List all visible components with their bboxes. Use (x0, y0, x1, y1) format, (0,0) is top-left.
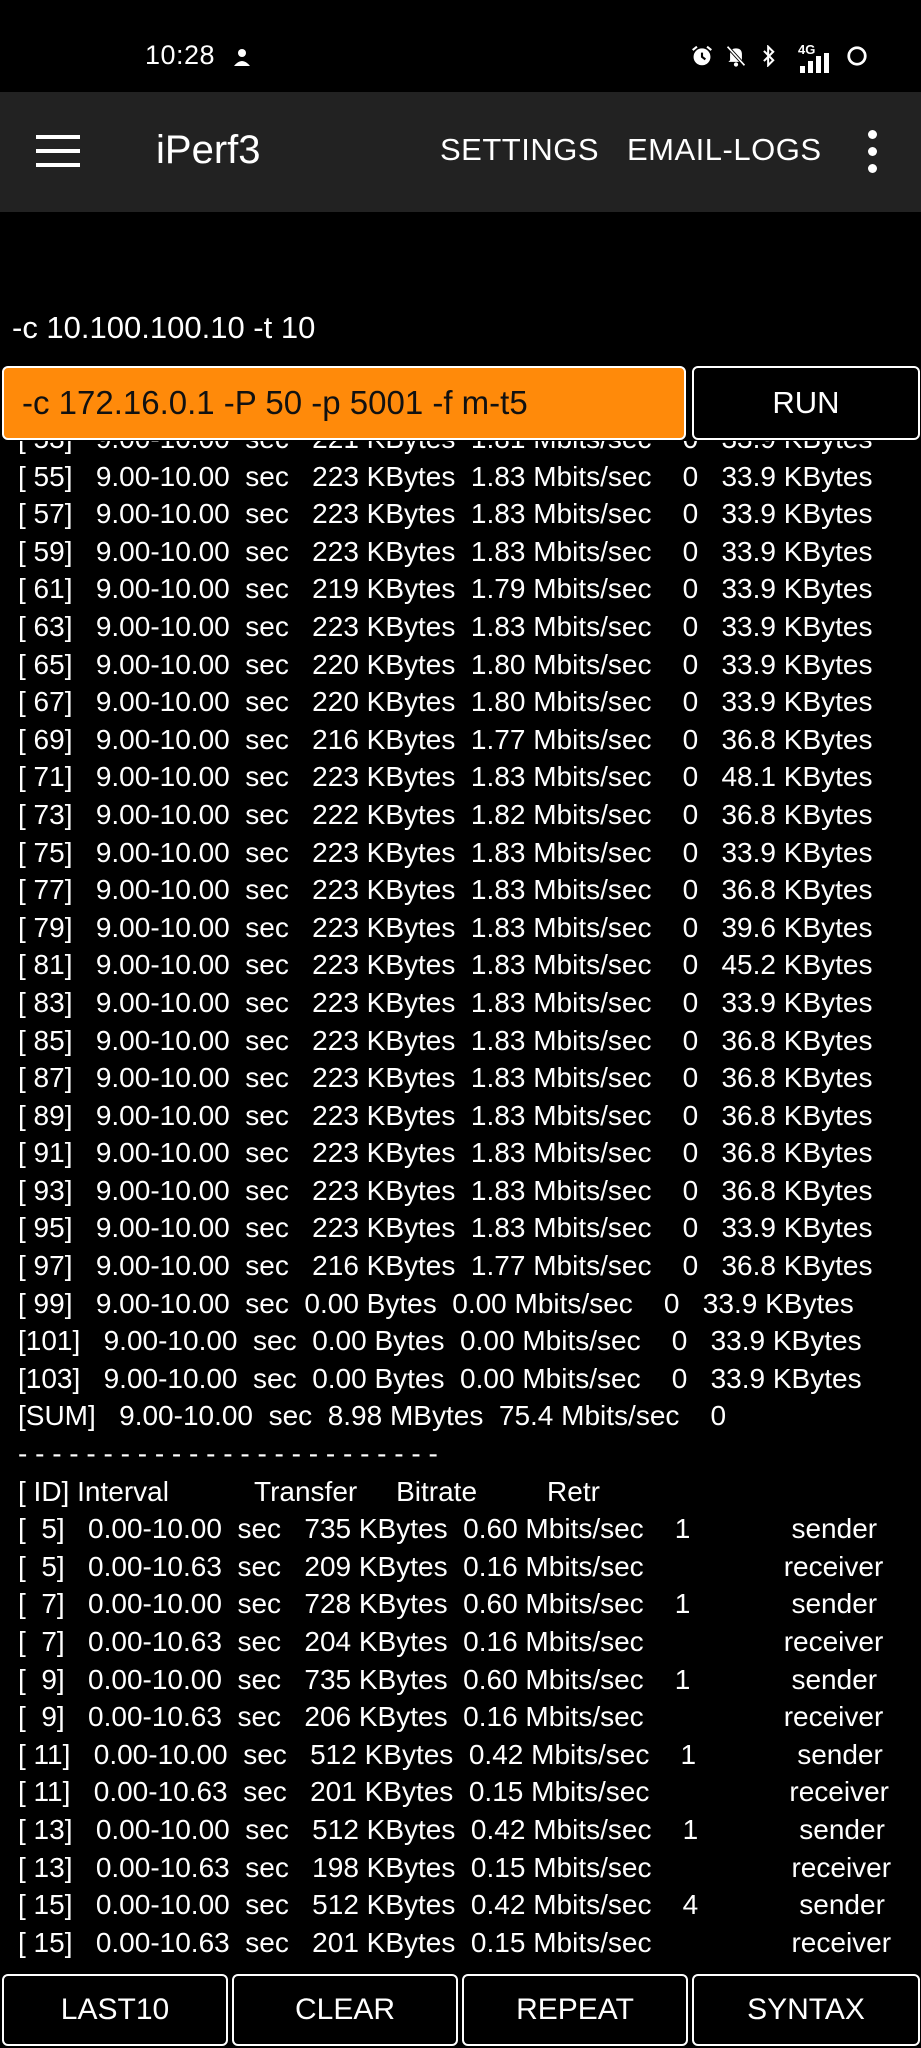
clear-button[interactable]: CLEAR (232, 1974, 458, 2046)
network-type-label: 4G (798, 42, 816, 57)
notification-app-icon (234, 49, 250, 66)
bottom-button-bar: LAST10 CLEAR REPEAT SYNTAX (0, 1970, 921, 2048)
app-bar: iPerf3 SETTINGS EMAIL-LOGS (0, 92, 921, 212)
syntax-button[interactable]: SYNTAX (692, 1974, 920, 2046)
last10-button[interactable]: LAST10 (2, 1974, 228, 2046)
menu-icon[interactable] (36, 135, 80, 167)
email-logs-button[interactable]: EMAIL-LOGS (627, 132, 822, 167)
log-output-area[interactable]: [ 53] 9.00-10.00 sec 221 KBytes 1.81 Mbi… (0, 441, 921, 1969)
settings-button[interactable]: SETTINGS (440, 132, 600, 167)
status-time: 10:28 (145, 40, 216, 70)
more-options-icon[interactable] (862, 130, 884, 174)
repeat-button[interactable]: REPEAT (462, 1974, 688, 2046)
command-input[interactable] (2, 366, 686, 440)
log-output: [ 53] 9.00-10.00 sec 221 KBytes 1.81 Mbi… (18, 441, 892, 1969)
previous-command: -c 10.100.100.10 -t 10 (12, 310, 316, 345)
status-bar: 10:28 4G (0, 0, 921, 92)
app-title: iPerf3 (156, 128, 261, 172)
run-button[interactable]: RUN (692, 366, 920, 440)
signal-icon (800, 53, 829, 73)
bluetooth-icon (763, 45, 775, 67)
mute-icon (726, 45, 746, 67)
battery-icon (847, 46, 867, 66)
alarm-icon (692, 45, 712, 66)
